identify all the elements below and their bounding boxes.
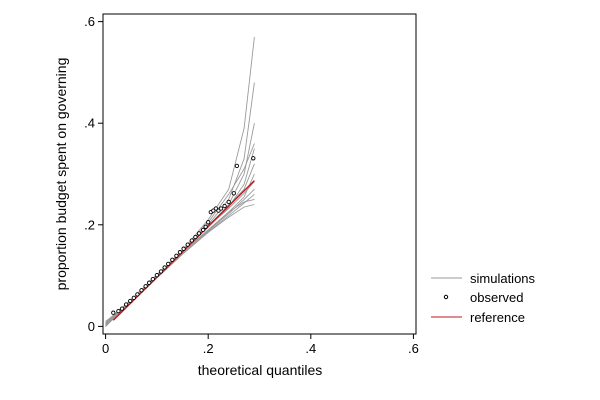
observed-point <box>231 191 236 196</box>
legend-observed-swatch <box>443 294 449 300</box>
observed-point <box>119 306 125 311</box>
observed-point <box>213 206 219 211</box>
x-tick-label: .2 <box>203 341 214 356</box>
observed-point <box>222 203 227 209</box>
observed-point <box>226 199 231 205</box>
legend: simulations observed reference <box>431 271 536 325</box>
observed-point <box>251 156 256 161</box>
observed-point <box>116 308 121 314</box>
observed-point <box>158 269 164 274</box>
observed-point <box>111 310 116 315</box>
y-tick-label: 0 <box>88 319 95 334</box>
x-tick-label: 0 <box>102 341 109 356</box>
observed-point <box>174 253 179 258</box>
observed-point <box>196 231 202 236</box>
x-tick-label: .6 <box>408 341 419 356</box>
legend-observed-label: observed <box>470 290 523 305</box>
observed-point <box>147 280 152 285</box>
observed-point <box>203 224 208 229</box>
observed-point <box>131 295 136 301</box>
observed-point <box>200 227 206 233</box>
y-tick-label: .4 <box>84 116 95 131</box>
y-tick-label: .6 <box>84 14 95 29</box>
observed-point <box>218 206 224 211</box>
observed-point <box>128 298 133 304</box>
observed-point <box>177 250 183 255</box>
x-axis: 0 .2 .4 .6 <box>102 334 419 356</box>
simulation-line-10 <box>105 198 255 324</box>
observed-point <box>139 288 144 293</box>
observed-point <box>193 234 198 240</box>
observed-point <box>181 246 186 251</box>
legend-simulations-label: simulations <box>470 271 536 286</box>
y-axis-title: proportion budget spent on governing <box>53 58 69 291</box>
observed-point <box>211 208 216 213</box>
observed-point <box>206 220 211 225</box>
x-tick-label: .4 <box>305 341 316 356</box>
y-axis: 0 .2 .4 .6 <box>84 14 103 334</box>
observed-point <box>123 302 129 307</box>
plot-frame <box>102 13 417 335</box>
observed-point <box>154 272 160 278</box>
observed-point <box>166 261 171 267</box>
observed-point <box>143 284 148 289</box>
observed-point <box>162 265 167 270</box>
legend-reference-label: reference <box>470 310 525 325</box>
observed-point <box>150 276 155 282</box>
x-axis-title: theoretical quantiles <box>198 362 323 378</box>
observed-layer <box>111 156 256 315</box>
observed-point <box>135 292 140 297</box>
observed-point <box>189 238 194 243</box>
observed-point <box>170 257 175 262</box>
y-tick-label: .2 <box>84 217 95 232</box>
observed-point <box>234 163 240 169</box>
observed-point <box>185 242 190 247</box>
